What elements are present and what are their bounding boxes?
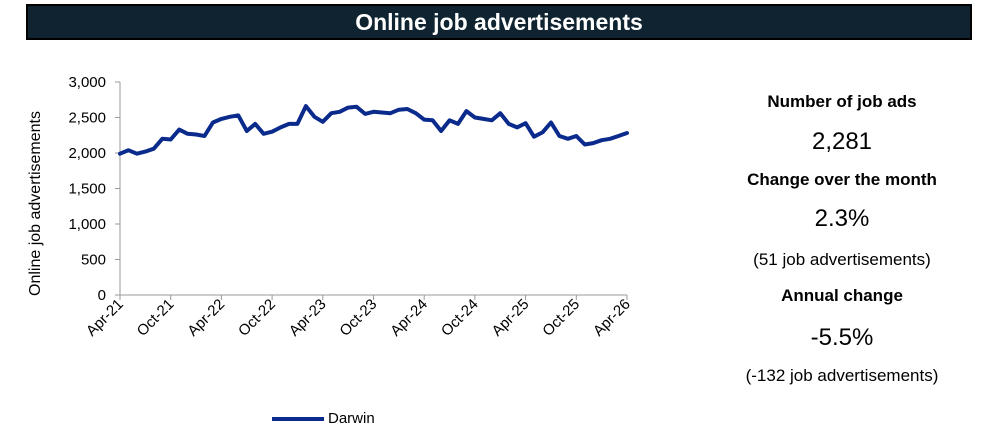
annual-change-label: Annual change	[781, 286, 903, 305]
x-tick-label: Oct-24	[438, 296, 482, 340]
x-tick-label: Apr-22	[184, 296, 228, 340]
legend-label: Darwin	[328, 410, 375, 427]
y-tick-label: 1,500	[68, 181, 106, 198]
y-tick-label: 3,000	[68, 74, 106, 91]
legend-swatch	[272, 416, 324, 421]
annual-change-note: (-132 job advertisements)	[745, 366, 939, 385]
y-tick-label: 2,500	[68, 110, 106, 127]
month-change-label: Change over the month	[747, 170, 937, 189]
x-tick-label: Apr-25	[489, 296, 533, 340]
number-value: 2,281	[811, 128, 873, 155]
month-change-value: 2.3%	[814, 205, 870, 232]
y-axis-label: Online job advertisements	[27, 111, 44, 296]
y-tick-label: 2,000	[68, 145, 106, 162]
y-tick-label: 1,000	[68, 216, 106, 233]
x-tick-label: Apr-23	[286, 296, 330, 340]
x-tick-label: Oct-22	[235, 296, 279, 340]
annual-change-value: -5.5%	[810, 324, 874, 351]
month-change-note: (51 job advertisements)	[753, 250, 931, 269]
x-tick-label: Oct-25	[539, 296, 583, 340]
y-tick-label: 500	[81, 252, 106, 269]
x-tick-label: Apr-26	[590, 296, 634, 340]
number-label: Number of job ads	[767, 92, 917, 111]
x-tick-label: Apr-24	[387, 296, 431, 340]
y-tick-label: 0	[98, 287, 106, 304]
x-tick-label: Oct-23	[336, 296, 380, 340]
series-line-darwin	[118, 104, 629, 156]
banner-title: Online job advertisements	[26, 4, 972, 40]
legend: Darwin	[272, 410, 375, 427]
x-tick-label: Oct-21	[134, 296, 178, 340]
